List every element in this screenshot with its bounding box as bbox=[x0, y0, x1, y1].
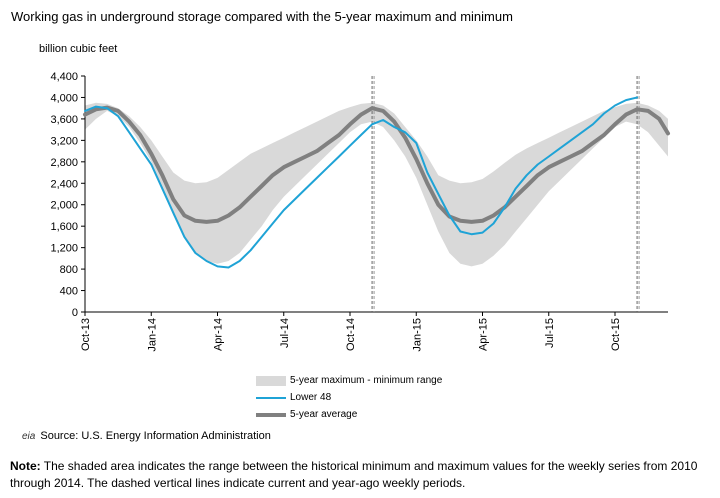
note-text: The shaded area indicates the range betw… bbox=[10, 459, 698, 490]
y-tick-label: 2,400 bbox=[50, 178, 78, 190]
series-line-lower48 bbox=[84, 96, 639, 269]
legend-label-lower48: Lower 48 bbox=[290, 392, 332, 403]
y-tick-label: 4,400 bbox=[50, 71, 78, 83]
storage-chart: 0 400 800 1,200 1,600 2,000 2,400 2,800 3,200 3,6… bbox=[50, 71, 670, 352]
y-tick-label: 0 bbox=[72, 307, 78, 319]
x-tick-label: Jan-15 bbox=[411, 318, 423, 352]
y-tick-label: 1,200 bbox=[50, 243, 78, 255]
x-tick-label: Oct-15 bbox=[610, 318, 622, 351]
chart-title: Working gas in underground storage compa… bbox=[11, 9, 513, 24]
eia-logo: eia bbox=[22, 431, 36, 442]
y-tick-label: 400 bbox=[60, 286, 78, 298]
y-tick-label: 3,200 bbox=[50, 135, 78, 147]
y-axis-unit-label: billion cubic feet bbox=[39, 43, 118, 55]
series-line-5yr-average bbox=[83, 105, 670, 224]
chart-note: Note: The shaded area indicates the rang… bbox=[10, 458, 715, 492]
source-text: Source: U.S. Energy Information Administ… bbox=[40, 430, 271, 442]
x-tick-label: Jul-15 bbox=[544, 318, 556, 348]
source-line: eia Source: U.S. Energy Information Admin… bbox=[22, 430, 271, 442]
x-tick-label: Oct-14 bbox=[345, 318, 357, 351]
x-tick-label: Jul-14 bbox=[279, 318, 291, 348]
legend-swatch-range bbox=[256, 376, 286, 386]
legend-swatch-average bbox=[256, 413, 286, 417]
y-tick-label: 800 bbox=[60, 264, 78, 276]
y-tick-label: 2,800 bbox=[50, 157, 78, 169]
y-tick-label: 3,600 bbox=[50, 114, 78, 126]
legend-label-average: 5-year average bbox=[290, 409, 358, 420]
x-tick-label: Jan-14 bbox=[146, 318, 158, 352]
legend-label-range: 5-year maximum - minimum range bbox=[290, 375, 443, 386]
x-tick-label: Apr-14 bbox=[213, 318, 225, 351]
y-tick-label: 2,000 bbox=[50, 200, 78, 212]
y-tick-label: 1,600 bbox=[50, 221, 78, 233]
note-label: Note: bbox=[10, 459, 41, 473]
legend-swatch-lower48 bbox=[256, 397, 286, 399]
range-band bbox=[85, 102, 668, 267]
y-tick-label: 4,000 bbox=[50, 92, 78, 104]
x-tick-label: Oct-13 bbox=[80, 318, 92, 351]
x-tick-label: Apr-15 bbox=[478, 318, 490, 351]
